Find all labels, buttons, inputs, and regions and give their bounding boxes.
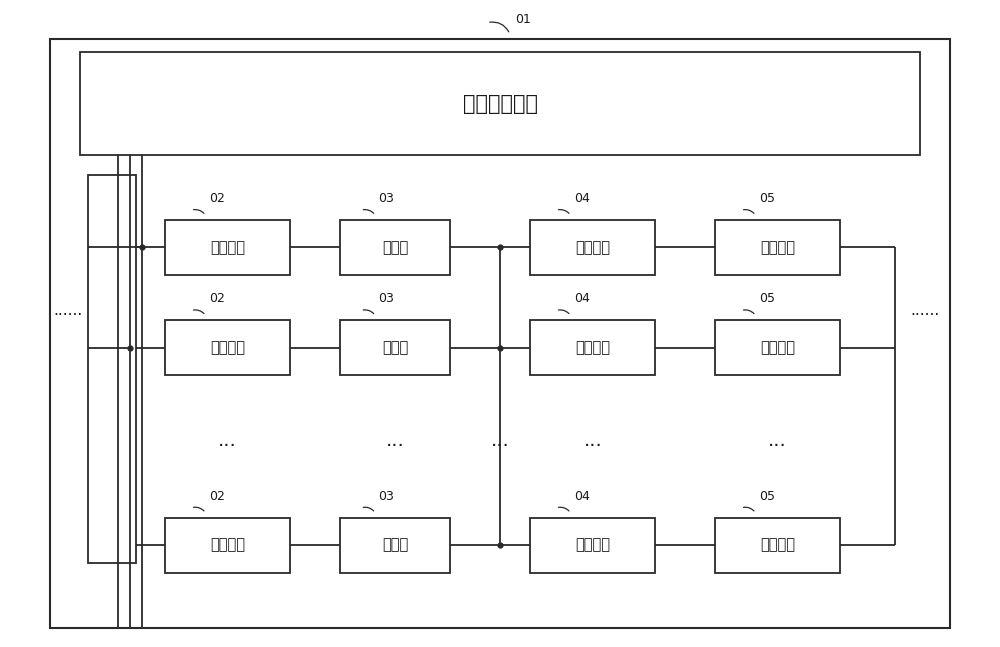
Bar bbox=[530, 518, 655, 573]
Bar bbox=[88, 175, 136, 563]
Text: 比较电路: 比较电路 bbox=[575, 240, 610, 255]
Bar bbox=[715, 320, 840, 375]
Text: 02: 02 bbox=[209, 292, 225, 305]
Bar bbox=[340, 518, 450, 573]
Text: ···: ··· bbox=[768, 437, 786, 456]
Text: ···: ··· bbox=[386, 437, 404, 456]
Bar bbox=[165, 220, 290, 275]
Bar bbox=[165, 518, 290, 573]
Text: 01: 01 bbox=[515, 13, 531, 26]
Bar bbox=[165, 320, 290, 375]
Bar bbox=[80, 52, 920, 155]
Text: 计数器: 计数器 bbox=[382, 240, 408, 255]
Text: 02: 02 bbox=[209, 490, 225, 503]
Bar bbox=[530, 220, 655, 275]
Text: 03: 03 bbox=[378, 292, 394, 305]
Text: 计数器: 计数器 bbox=[382, 340, 408, 355]
Bar bbox=[340, 320, 450, 375]
Text: 05: 05 bbox=[759, 192, 775, 205]
Text: 逻辑电路: 逻辑电路 bbox=[760, 538, 795, 553]
Text: ......: ...... bbox=[910, 303, 940, 318]
Text: 03: 03 bbox=[378, 192, 394, 205]
Bar bbox=[715, 220, 840, 275]
Text: 03: 03 bbox=[378, 490, 394, 503]
Text: ···: ··· bbox=[218, 437, 236, 456]
Text: ···: ··· bbox=[584, 437, 602, 456]
Text: 逻辑电路: 逻辑电路 bbox=[760, 240, 795, 255]
Text: 检测电路: 检测电路 bbox=[210, 538, 245, 553]
Text: 04: 04 bbox=[574, 292, 590, 305]
Text: 逻辑电路: 逻辑电路 bbox=[760, 340, 795, 355]
Text: 05: 05 bbox=[759, 292, 775, 305]
Text: 04: 04 bbox=[574, 490, 590, 503]
Text: ......: ...... bbox=[53, 303, 83, 318]
Bar bbox=[530, 320, 655, 375]
Text: 计数器: 计数器 bbox=[382, 538, 408, 553]
Text: 04: 04 bbox=[574, 192, 590, 205]
Bar bbox=[340, 220, 450, 275]
Text: ···: ··· bbox=[491, 437, 509, 456]
Text: 检测电路: 检测电路 bbox=[210, 240, 245, 255]
Bar bbox=[715, 518, 840, 573]
Text: 时钟分配电路: 时钟分配电路 bbox=[462, 94, 538, 113]
Text: 比较电路: 比较电路 bbox=[575, 538, 610, 553]
Text: 05: 05 bbox=[759, 490, 775, 503]
Text: 检测电路: 检测电路 bbox=[210, 340, 245, 355]
Text: 比较电路: 比较电路 bbox=[575, 340, 610, 355]
Text: 02: 02 bbox=[209, 192, 225, 205]
